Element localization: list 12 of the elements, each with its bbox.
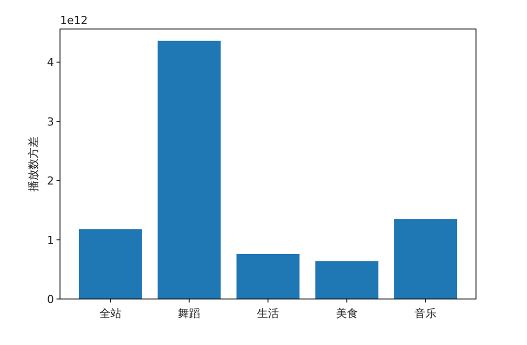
x-tick-label: 生活 [257, 307, 279, 320]
y-tick-label: 2 [47, 174, 54, 188]
y-tick-label: 3 [47, 115, 54, 128]
x-tick-label: 音乐 [414, 307, 437, 320]
x-tick-label: 舞蹈 [178, 307, 200, 320]
y-axis-title: 播放数方差 [27, 136, 40, 192]
y-tick-label: 1 [47, 234, 54, 247]
y-tick-label: 4 [47, 56, 54, 70]
x-tick-label: 全站 [99, 307, 122, 320]
y-tick-label: 0 [47, 293, 54, 306]
text: 1e12 [60, 14, 88, 27]
x-tick-label: 美食 [336, 307, 358, 320]
